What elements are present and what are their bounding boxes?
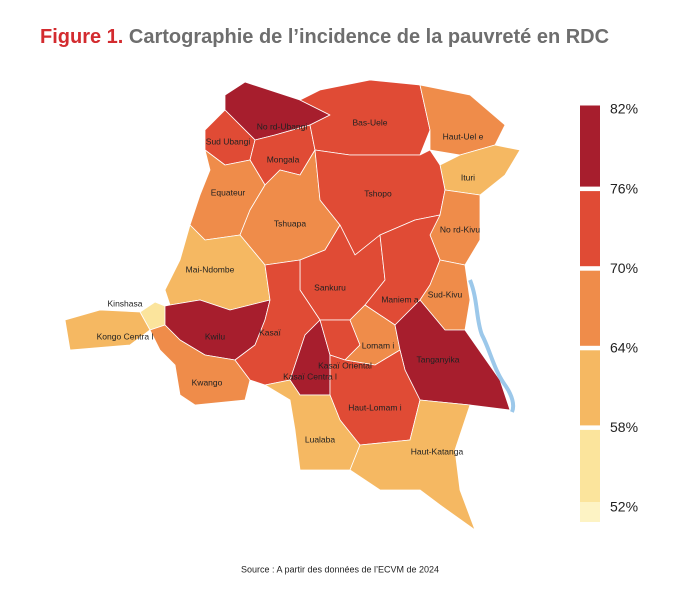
province-label: Tshopo [364, 188, 392, 198]
province-label: Kwango [192, 377, 223, 387]
province-label: Kasaï Centra l [283, 371, 337, 381]
province-label: Mai-Ndombe [186, 264, 235, 274]
province-label: Maniem a [381, 294, 419, 304]
province-label: Kongo Centra l [97, 331, 154, 341]
legend-label: 52% [610, 499, 638, 515]
title-prefix: Figure 1. [40, 26, 123, 48]
province-label: Kasaï Oriental [318, 360, 372, 370]
legend-swatch [580, 502, 600, 522]
province-label: Sankuru [314, 282, 346, 292]
source: Source : A partir des données de l’ECVM … [241, 564, 439, 574]
title: Figure 1. Cartographie de l’incidence de… [40, 26, 609, 48]
province-label: Lualaba [305, 434, 336, 444]
province-label: Bas-Uele [353, 117, 388, 127]
legend-swatch [580, 350, 600, 426]
province-label: Haut-Lomam i [348, 402, 401, 412]
province-label: Kasaï [259, 327, 281, 337]
province-label: No rd-Ubangi [257, 121, 308, 131]
province [419, 84, 506, 156]
legend-swatch [580, 191, 600, 267]
legend-label: 64% [610, 340, 638, 356]
province-label: Equateur [211, 187, 246, 197]
province [64, 309, 151, 351]
province-label: Kinshasa [108, 298, 143, 308]
legend-label: 58% [610, 419, 638, 435]
legend-label: 82% [610, 101, 638, 117]
province-label: Haut-Uel e [443, 131, 484, 141]
legend: 82% 76% 70% 64% 58% 52% [580, 101, 638, 522]
province-label: Sud Ubangi [206, 136, 251, 146]
province-label: Mongala [267, 154, 300, 164]
province-label: Tshuapa [274, 218, 306, 228]
lake [468, 279, 516, 413]
province [149, 324, 251, 406]
legend-swatch [580, 270, 600, 346]
legend-swatch [580, 105, 600, 187]
province-label: Tanganyika [416, 354, 459, 364]
province-label: Kwilu [205, 331, 226, 341]
legend-label: 70% [610, 260, 638, 276]
legend-swatch [580, 429, 600, 505]
province-label: Lomam i [362, 340, 395, 350]
province-label: No rd-Kivu [440, 224, 480, 234]
province-label: Sud-Kivu [428, 289, 463, 299]
title-text: Cartographie de l’incidence de la pauvre… [129, 26, 609, 48]
legend-label: 76% [610, 180, 638, 196]
map: No rd-Ubangi Sud Ubangi Mongala Bas-Uele Hau… [64, 79, 521, 531]
province [349, 399, 476, 531]
province-label: Haut-Katanga [411, 446, 464, 456]
province-label: Ituri [461, 172, 475, 182]
